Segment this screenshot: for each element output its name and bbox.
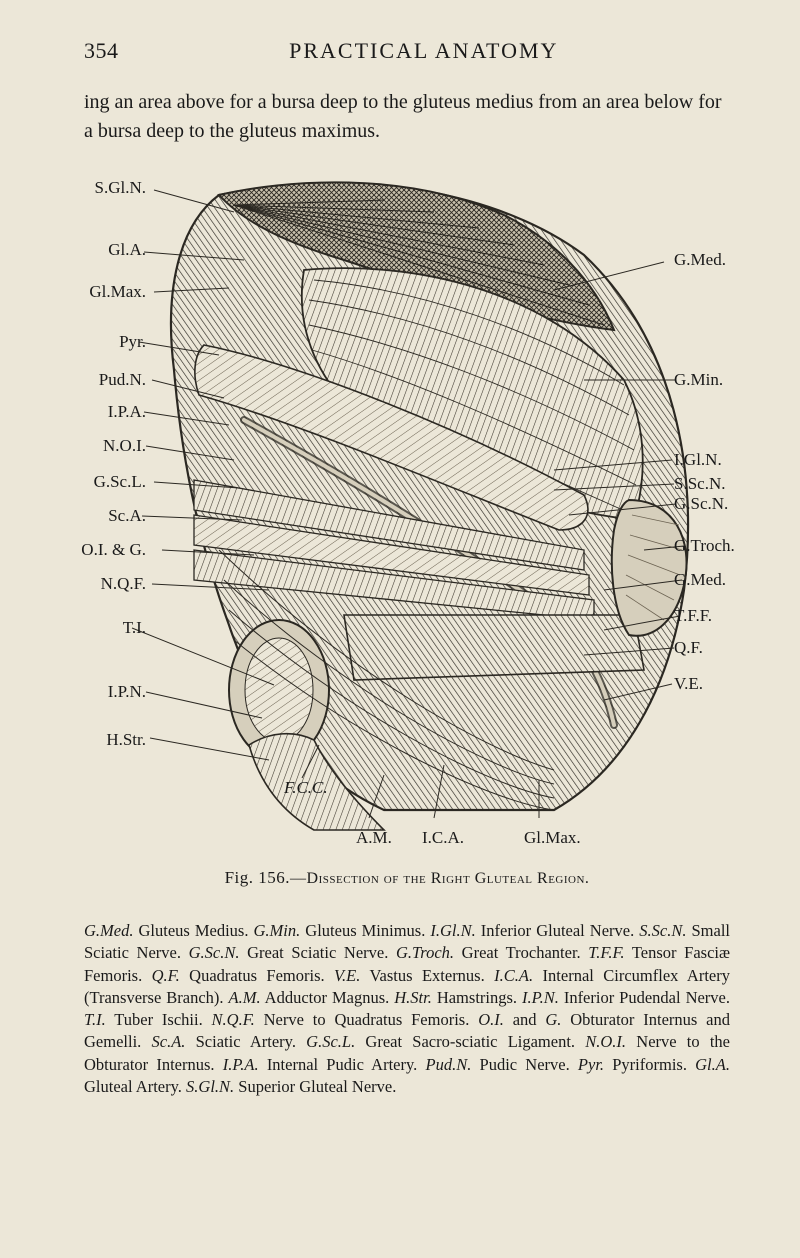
figure: S.Gl.N.Gl.A.Gl.Max.Pyr.Pud.N.I.P.A.N.O.I… bbox=[84, 170, 730, 840]
figure-label-right: G.Med. bbox=[674, 570, 726, 590]
figure-label-left: G.Sc.L. bbox=[72, 472, 146, 492]
figure-caption: Fig. 156.—Dissection of the Right Glutea… bbox=[84, 868, 730, 888]
figure-label-right: G.Sc.N. bbox=[674, 494, 728, 514]
figure-title: —Dissection of the Right Gluteal Region. bbox=[290, 870, 589, 887]
figure-label-right: S.Sc.N. bbox=[674, 474, 725, 494]
figure-label-left: I.P.N. bbox=[72, 682, 146, 702]
page: 354 PRACTICAL ANATOMY ing an area above … bbox=[0, 0, 800, 1258]
figure-label-bottom: F.C.C. bbox=[284, 778, 328, 798]
figure-label-left: Gl.A. bbox=[72, 240, 146, 260]
figure-label-right: T.F.F. bbox=[674, 606, 712, 626]
figure-label-left: N.Q.F. bbox=[72, 574, 146, 594]
figure-label-left: T.I. bbox=[72, 618, 146, 638]
figure-label-right: V.E. bbox=[674, 674, 703, 694]
figure-label-left: I.P.A. bbox=[72, 402, 146, 422]
figure-label-bottom: I.C.A. bbox=[422, 828, 464, 848]
figure-label-left: Sc.A. bbox=[72, 506, 146, 526]
figure-label-left: H.Str. bbox=[72, 730, 146, 750]
figure-label-left: Pyr. bbox=[72, 332, 146, 352]
running-head: 354 PRACTICAL ANATOMY bbox=[84, 38, 730, 64]
figure-number: Fig. 156. bbox=[225, 868, 290, 887]
figure-label-left: N.O.I. bbox=[72, 436, 146, 456]
figure-label-right: G.Min. bbox=[674, 370, 723, 390]
figure-label-bottom: Gl.Max. bbox=[524, 828, 581, 848]
figure-label-left: Gl.Max. bbox=[72, 282, 146, 302]
anatomical-engraving bbox=[84, 170, 720, 840]
figure-label-right: I.Gl.N. bbox=[674, 450, 722, 470]
figure-label-right: Q.F. bbox=[674, 638, 703, 658]
figure-label-right: G.Med. bbox=[674, 250, 726, 270]
figure-label-left: O.I. & G. bbox=[72, 540, 146, 560]
figure-legend: G.Med. Gluteus Medius. G.Min. Gluteus Mi… bbox=[84, 920, 730, 1098]
figure-label-bottom: A.M. bbox=[356, 828, 392, 848]
running-title: PRACTICAL ANATOMY bbox=[289, 38, 558, 64]
page-number: 354 bbox=[84, 38, 119, 64]
figure-label-right: G.Troch. bbox=[674, 536, 735, 556]
body-paragraph: ing an area above for a bursa deep to th… bbox=[84, 88, 730, 146]
figure-label-left: S.Gl.N. bbox=[72, 178, 146, 198]
figure-label-left: Pud.N. bbox=[72, 370, 146, 390]
